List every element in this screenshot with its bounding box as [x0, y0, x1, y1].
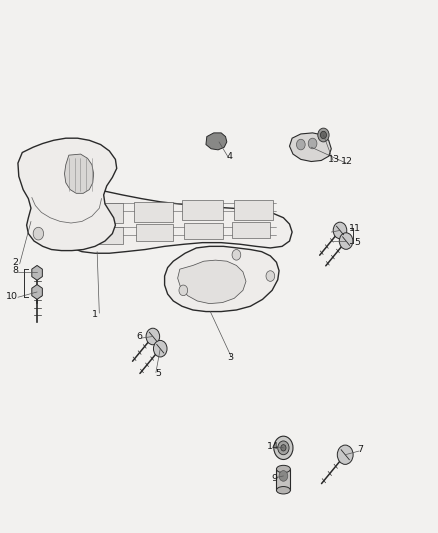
Circle shape — [297, 139, 305, 150]
Text: 3: 3 — [227, 353, 233, 362]
Bar — [276, 469, 290, 490]
Text: 2: 2 — [12, 258, 18, 266]
Text: 11: 11 — [349, 224, 361, 233]
Circle shape — [337, 445, 353, 464]
Bar — [232, 222, 270, 238]
Circle shape — [266, 271, 275, 281]
Text: 9: 9 — [272, 474, 278, 483]
Text: 13: 13 — [328, 155, 340, 164]
Text: 7: 7 — [357, 445, 364, 454]
Text: 10: 10 — [6, 292, 18, 301]
Text: 1: 1 — [92, 310, 98, 319]
Circle shape — [308, 138, 317, 149]
Bar — [136, 224, 173, 241]
Circle shape — [153, 341, 167, 357]
Circle shape — [318, 128, 329, 142]
Circle shape — [146, 328, 159, 345]
Bar — [86, 203, 123, 223]
Circle shape — [281, 445, 286, 451]
Circle shape — [179, 285, 187, 296]
Bar — [184, 223, 223, 239]
Bar — [234, 200, 273, 220]
Polygon shape — [64, 154, 94, 193]
Bar — [88, 227, 123, 244]
Polygon shape — [206, 133, 227, 150]
Text: 4: 4 — [227, 152, 233, 161]
Circle shape — [278, 441, 289, 455]
Ellipse shape — [276, 487, 290, 494]
Text: 8: 8 — [12, 266, 18, 275]
Circle shape — [279, 471, 288, 481]
Text: 12: 12 — [341, 157, 353, 166]
Text: 5: 5 — [155, 369, 161, 378]
Circle shape — [232, 249, 241, 260]
Circle shape — [33, 227, 44, 240]
Circle shape — [321, 131, 326, 139]
Polygon shape — [32, 265, 42, 280]
Circle shape — [274, 436, 293, 459]
Text: 14: 14 — [268, 442, 279, 451]
Polygon shape — [32, 285, 42, 300]
Text: 6: 6 — [137, 332, 143, 341]
Polygon shape — [165, 246, 279, 312]
Circle shape — [339, 233, 353, 249]
Polygon shape — [290, 133, 331, 161]
Polygon shape — [18, 138, 117, 251]
Polygon shape — [58, 188, 292, 253]
Ellipse shape — [276, 465, 290, 473]
Bar — [182, 200, 223, 220]
Bar — [134, 202, 173, 222]
Polygon shape — [178, 260, 246, 304]
Circle shape — [333, 222, 347, 239]
Text: 5: 5 — [354, 238, 360, 247]
